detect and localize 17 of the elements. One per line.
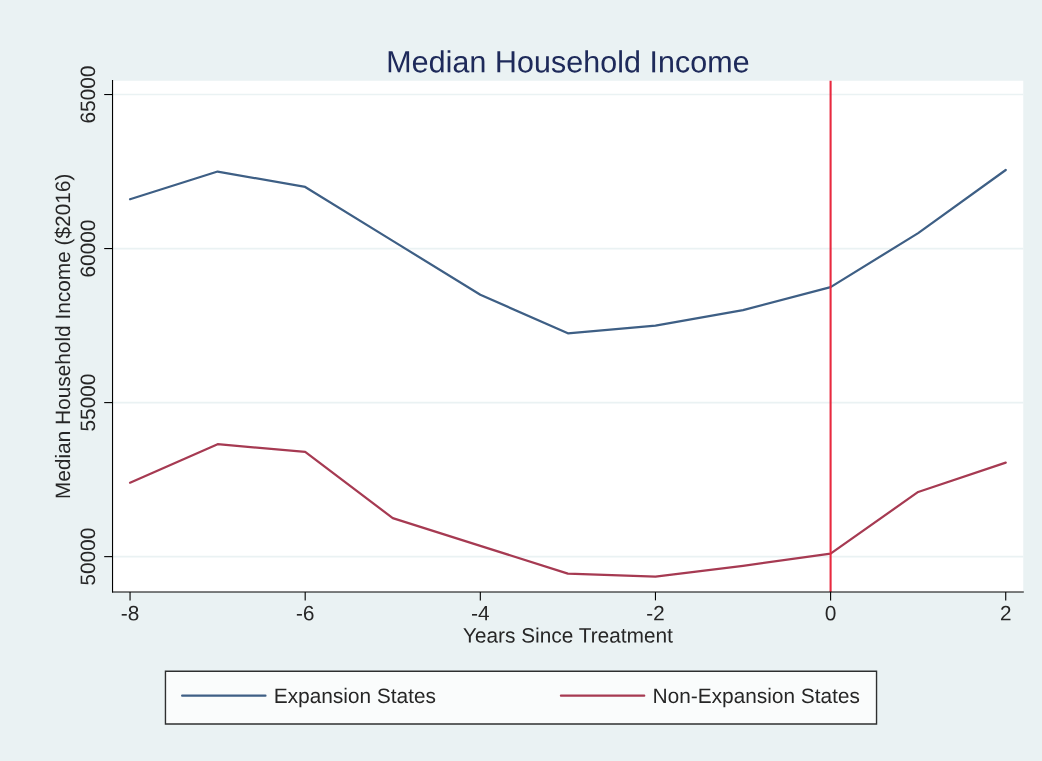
x-tick-label: -4	[471, 606, 489, 621]
line-series	[128, 443, 1007, 578]
x-tick-label: -6	[296, 605, 314, 621]
y-axis-title: Median Household Income ($2016)	[54, 174, 75, 498]
line-series	[128, 168, 1007, 335]
chart-title: Median Household Income	[388, 50, 749, 73]
y-tick-label: 60000	[80, 220, 96, 277]
legend-label: Non-Expansion States	[654, 687, 860, 708]
x-tick-label: 0	[825, 605, 836, 621]
x-tick-label: -8	[121, 605, 139, 621]
x-tick-label: -2	[647, 605, 664, 621]
x-axis-title: Years Since Treatment	[463, 627, 673, 643]
legend-label: Expansion States	[275, 687, 436, 708]
y-tick-label: 65000	[80, 66, 96, 123]
y-tick-label: 50000	[80, 528, 96, 585]
y-tick-label: 55000	[80, 374, 96, 431]
x-tick-label: 2	[1000, 605, 1011, 621]
